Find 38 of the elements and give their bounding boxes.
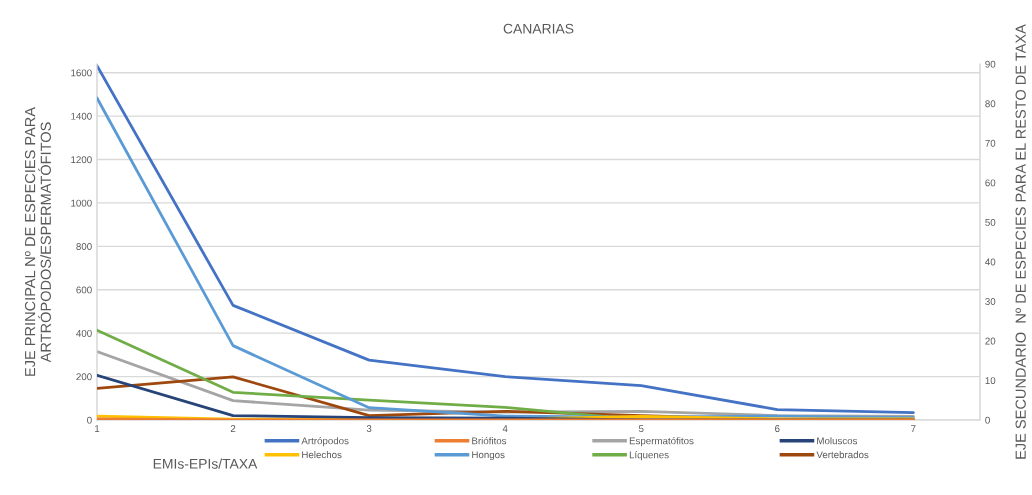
- y2-tick-label: 20: [985, 337, 996, 345]
- legend-label: Hongos: [472, 451, 505, 461]
- y2-tick-label: 0: [985, 416, 990, 424]
- x-tick-label: 5: [638, 425, 644, 432]
- y-tick-label: 200: [76, 373, 92, 381]
- legend-label: Artrópodos: [301, 437, 349, 447]
- y2-tick-label: 50: [985, 218, 996, 226]
- y-tick-label: 1600: [71, 69, 92, 77]
- y-tick-label: 800: [76, 243, 92, 250]
- x-tick-label: 7: [911, 425, 916, 432]
- y-tick-label: 400: [76, 329, 92, 337]
- y-axis-title: EJE PRINCIPAL Nº DE ESPECIES PARA ARTRÓPODOS/ESPERMATÓFITOS: [24, 107, 51, 376]
- y2-tick-label: 30: [985, 298, 996, 305]
- legend-label: Helechos: [302, 451, 342, 459]
- y-tick-label: 1200: [71, 156, 92, 164]
- y2-tick-label: 40: [985, 258, 996, 266]
- y2-axis-title: EJE SECUNDARIO Nº DE ESPECIES PARA EL RESTO DE TAXA: [1015, 24, 1026, 459]
- legend-label: Líquenes: [629, 451, 669, 461]
- y-tick-label: 1000: [71, 199, 92, 207]
- y2-tick-label: 90: [985, 60, 996, 68]
- x-axis-title: EMIs-EPIs/TAXA: [153, 458, 258, 469]
- x-tick-label: 4: [502, 425, 508, 432]
- y2-tick-label: 80: [985, 100, 996, 108]
- y2-tick-label: 70: [985, 139, 996, 147]
- y-tick-label: 0: [87, 416, 92, 424]
- legend-label: Moluscos: [817, 437, 858, 445]
- chart-title: CANARIAS: [503, 23, 574, 34]
- x-tick-label: 1: [95, 425, 100, 432]
- x-tick-label: 3: [366, 425, 372, 432]
- x-tick-label: 6: [775, 425, 780, 432]
- y-tick-label: 600: [76, 286, 92, 294]
- x-tick-label: 2: [230, 425, 236, 432]
- legend-label: Espermatófitos: [629, 437, 694, 447]
- y-tick-label: 1400: [71, 112, 92, 120]
- y2-tick-label: 10: [985, 377, 996, 385]
- y2-tick-label: 60: [985, 179, 996, 187]
- legend-label: Vertebrados: [816, 451, 869, 459]
- legend-label: Briófitos: [472, 437, 507, 445]
